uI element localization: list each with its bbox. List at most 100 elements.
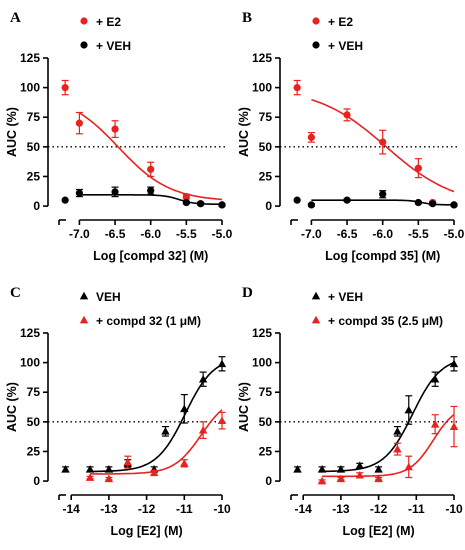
y-axis-title: AUC (%) <box>5 382 19 432</box>
data-point <box>293 84 301 92</box>
series-black <box>61 186 226 209</box>
y-tick-label: 100 <box>20 356 40 370</box>
y-tick-label: 75 <box>27 385 41 399</box>
x-tick: -12 <box>370 495 388 516</box>
data-point <box>293 465 302 473</box>
y-axis-title: AUC (%) <box>237 107 251 157</box>
legend-label: + E2 <box>96 15 121 29</box>
legend-entry: + compd 32 (1 μM) <box>79 314 201 328</box>
legend-entry: + VEH <box>312 39 363 53</box>
y-tick-label: 25 <box>27 169 41 183</box>
x-tick: -6.0 <box>372 220 393 241</box>
chart-svg-d: D 0 25 50 75 100 125 -14 -13 -12 -11 -10 Log [E2] (M… <box>237 285 463 538</box>
x-tick: -7.0 <box>301 220 322 241</box>
x-tick: -5.5 <box>176 220 197 241</box>
panel-letter: A <box>10 10 21 26</box>
legend-marker <box>80 41 88 49</box>
legend-label: + compd 35 (2.5 μM) <box>328 314 443 328</box>
data-point <box>404 462 413 471</box>
data-point <box>450 201 458 209</box>
y-tick: 125 <box>252 326 280 340</box>
legend-marker <box>80 17 88 25</box>
y-axis-title: AUC (%) <box>5 107 19 157</box>
data-point <box>393 427 402 435</box>
data-point <box>379 190 387 198</box>
series-black <box>293 190 458 209</box>
chart-panel-b: B 0 25 50 75 100 125 -7.0 -6.5 -6.0 -5.5 -5.0 Log [c… <box>232 0 465 275</box>
x-tick-label: -6.0 <box>140 227 161 241</box>
y-tick: 75 <box>27 110 48 124</box>
x-tick-label: -14 <box>63 502 81 516</box>
x-tick-label: -12 <box>138 502 156 516</box>
data-point <box>61 465 70 473</box>
data-point <box>307 133 315 141</box>
x-tick: -5.5 <box>408 220 429 241</box>
y-tick: 50 <box>27 415 48 429</box>
x-tick-label: -11 <box>408 502 425 516</box>
x-tick-label: -6.5 <box>105 227 126 241</box>
y-tick-label: 100 <box>252 81 272 95</box>
x-axis-title: Log [E2] (M) <box>110 524 182 538</box>
legend-label: VEH <box>96 290 121 304</box>
data-point <box>198 425 208 434</box>
data-point <box>182 198 190 207</box>
data-point <box>147 187 155 195</box>
x-tick-label: -5.5 <box>408 227 429 241</box>
y-tick-label: 50 <box>27 140 41 154</box>
data-point <box>198 375 208 383</box>
y-tick-label: 75 <box>27 110 41 124</box>
x-axis-title: Log [compd 35] (M) <box>325 249 440 263</box>
legend-marker <box>311 315 321 324</box>
y-tick: 100 <box>20 81 48 95</box>
data-point <box>449 359 459 368</box>
data-point <box>217 359 227 368</box>
data-point <box>429 200 437 208</box>
x-tick: -11 <box>408 495 425 516</box>
panel-letter: C <box>10 285 21 301</box>
y-tick: 50 <box>259 140 280 154</box>
x-tick: -13 <box>332 495 350 516</box>
legend-label: + VEH <box>328 39 363 53</box>
y-tick-label: 100 <box>252 356 272 370</box>
x-tick-label: -11 <box>176 502 193 516</box>
y-tick: 0 <box>265 474 280 488</box>
series-black <box>61 356 227 473</box>
data-point <box>61 84 69 92</box>
data-point <box>111 188 119 196</box>
chart-svg-b: B 0 25 50 75 100 125 -7.0 -6.5 -6.0 -5.5 -5.0 Log [c… <box>237 10 465 263</box>
y-tick: 50 <box>259 415 280 429</box>
legend-entry: + VEH <box>311 290 363 304</box>
y-tick: 25 <box>259 169 280 183</box>
x-tick: -10 <box>213 495 231 516</box>
data-point <box>414 164 422 172</box>
x-tick-label: -6.5 <box>337 227 358 241</box>
legend-marker <box>79 291 89 300</box>
legend-entry: + E2 <box>312 15 353 29</box>
x-tick: -7.0 <box>69 220 90 241</box>
data-point <box>180 404 189 413</box>
y-tick: 75 <box>27 385 48 399</box>
y-tick-label: 0 <box>33 199 40 213</box>
y-tick-label: 125 <box>20 326 40 340</box>
legend-marker <box>312 17 320 25</box>
legend-label: + compd 32 (1 μM) <box>96 314 201 328</box>
x-tick-label: -13 <box>100 502 118 516</box>
legend-marker <box>312 41 320 49</box>
x-axis-title: Log [compd 32] (M) <box>93 249 208 263</box>
y-tick: 0 <box>33 474 48 488</box>
y-tick-label: 75 <box>259 385 273 399</box>
x-tick-label: -10 <box>213 502 231 516</box>
legend-label: + E2 <box>328 15 353 29</box>
data-point <box>307 201 315 209</box>
x-tick: -13 <box>100 495 118 516</box>
panel-letter: B <box>242 10 252 26</box>
series-red <box>61 79 226 209</box>
x-axis-title: Log [E2] (M) <box>342 524 414 538</box>
x-tick-label: -12 <box>370 502 388 516</box>
series-red <box>85 409 227 483</box>
y-tick-label: 0 <box>265 474 272 488</box>
data-point <box>85 465 95 473</box>
y-tick: 125 <box>20 51 48 65</box>
legend-label: + VEH <box>328 290 363 304</box>
y-tick: 100 <box>252 81 280 95</box>
